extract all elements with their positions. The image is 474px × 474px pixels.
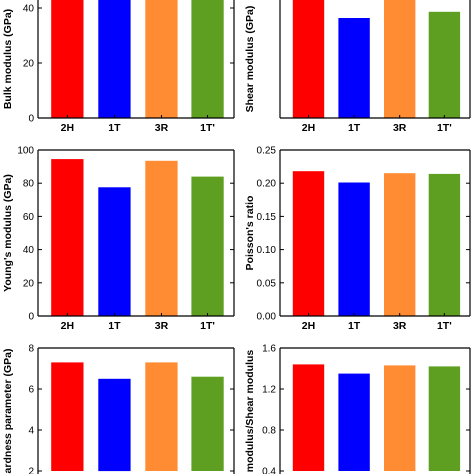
y-tick-label: 1.6 xyxy=(262,344,276,355)
y-tick-label: 80 xyxy=(23,179,35,190)
y-tick-label: 0.25 xyxy=(257,146,277,157)
x-tick-label: 3R xyxy=(393,320,407,332)
chart-panel-2: 2H 1T 3R 1T' Shear modulus (GPa) xyxy=(244,0,471,134)
y-tick-label: 0 xyxy=(28,114,34,125)
y-tick-label: 0 xyxy=(28,312,34,323)
chart-panel-1: 0 20 40 2H 1T 3R 1T' Bulk modulus (GPa) xyxy=(2,0,235,134)
y-axis-title: Shear modulus (GPa) xyxy=(244,6,256,113)
bar-1t xyxy=(98,378,131,472)
bar-1t xyxy=(98,0,131,118)
x-tick-label: 2H xyxy=(302,122,315,134)
bar-3r xyxy=(384,0,416,118)
bar-2h xyxy=(292,0,325,118)
chart-panel-4: 0.00 0.05 0.10 0.15 0.20 0.25 2H 1T 3R 1T' Poisson… xyxy=(244,146,471,332)
bar-1tprime xyxy=(428,366,461,471)
bar-2h xyxy=(292,171,325,316)
bar-2h xyxy=(51,0,84,118)
bar-2h xyxy=(292,364,325,471)
bar-1tprime xyxy=(191,0,224,118)
y-tick-label: 20 xyxy=(23,59,35,70)
x-tick-label: 1T xyxy=(348,122,361,134)
x-tick-label: 1T' xyxy=(437,122,452,134)
bar-1tprime xyxy=(191,376,224,471)
y-tick-label: 8 xyxy=(28,344,34,355)
x-tick-label: 3R xyxy=(155,320,169,332)
chart-panel-5: 2 4 6 8 ardness parameter (GPa) xyxy=(2,344,235,474)
y-tick-label: 20 xyxy=(23,278,35,289)
bar-1t xyxy=(98,187,131,316)
chart-panel-6: 0.4 0.8 1.2 1.6 modulus/Shear modulus xyxy=(244,344,471,474)
bar-3r xyxy=(145,362,178,471)
x-tick-label: 1T' xyxy=(200,122,215,134)
y-tick-label: 0.15 xyxy=(257,212,277,223)
x-tick-label: 3R xyxy=(393,122,407,134)
y-tick-label: 40 xyxy=(23,245,35,256)
y-tick-label: 2 xyxy=(28,467,34,474)
x-tick-label: 1T' xyxy=(437,320,452,332)
x-tick-label: 3R xyxy=(155,122,169,134)
y-tick-label: 0.10 xyxy=(257,245,277,256)
chart-panel-3: 0 20 40 60 80 100 2H 1T 3R 1T' Young's modulus (GP… xyxy=(2,146,235,332)
y-tick-label: 0.05 xyxy=(257,278,277,289)
y-axis-title: Bulk modulus (GPa) xyxy=(2,9,14,109)
y-axis-title: Young's modulus (GPa) xyxy=(2,174,14,292)
y-tick-label: 4 xyxy=(28,426,34,437)
bar-2h xyxy=(51,362,84,471)
bar-2h xyxy=(51,159,84,316)
bar-1t xyxy=(338,373,370,471)
x-tick-label: 2H xyxy=(61,320,74,332)
y-axis-title: Poisson's ratio xyxy=(244,196,256,271)
y-tick-label: 100 xyxy=(17,146,34,157)
x-tick-label: 1T xyxy=(108,122,121,134)
bar-3r xyxy=(384,173,416,316)
bar-1t xyxy=(338,182,370,316)
y-tick-label: 60 xyxy=(23,212,35,223)
x-tick-label: 2H xyxy=(61,122,74,134)
y-tick-label: 0.00 xyxy=(257,312,277,323)
x-tick-label: 1T' xyxy=(200,320,215,332)
x-tick-label: 2H xyxy=(302,320,315,332)
y-tick-label: 1.2 xyxy=(262,385,276,396)
y-tick-label: 0.4 xyxy=(262,467,276,474)
bar-3r xyxy=(145,0,178,118)
y-axis-title: modulus/Shear modulus xyxy=(244,350,256,473)
y-tick-label: 6 xyxy=(28,385,34,396)
bar-1tprime xyxy=(428,173,461,316)
y-tick-label: 0.20 xyxy=(257,179,277,190)
y-axis-title: ardness parameter (GPa) xyxy=(2,349,14,474)
bar-1tprime xyxy=(428,11,461,118)
x-tick-label: 1T xyxy=(108,320,121,332)
bar-3r xyxy=(384,365,416,471)
y-tick-label: 40 xyxy=(23,4,35,15)
bar-1tprime xyxy=(191,176,224,316)
bar-1t xyxy=(338,18,370,118)
bar-3r xyxy=(145,160,178,316)
y-tick-label: 0.8 xyxy=(262,426,276,437)
x-tick-label: 1T xyxy=(348,320,361,332)
